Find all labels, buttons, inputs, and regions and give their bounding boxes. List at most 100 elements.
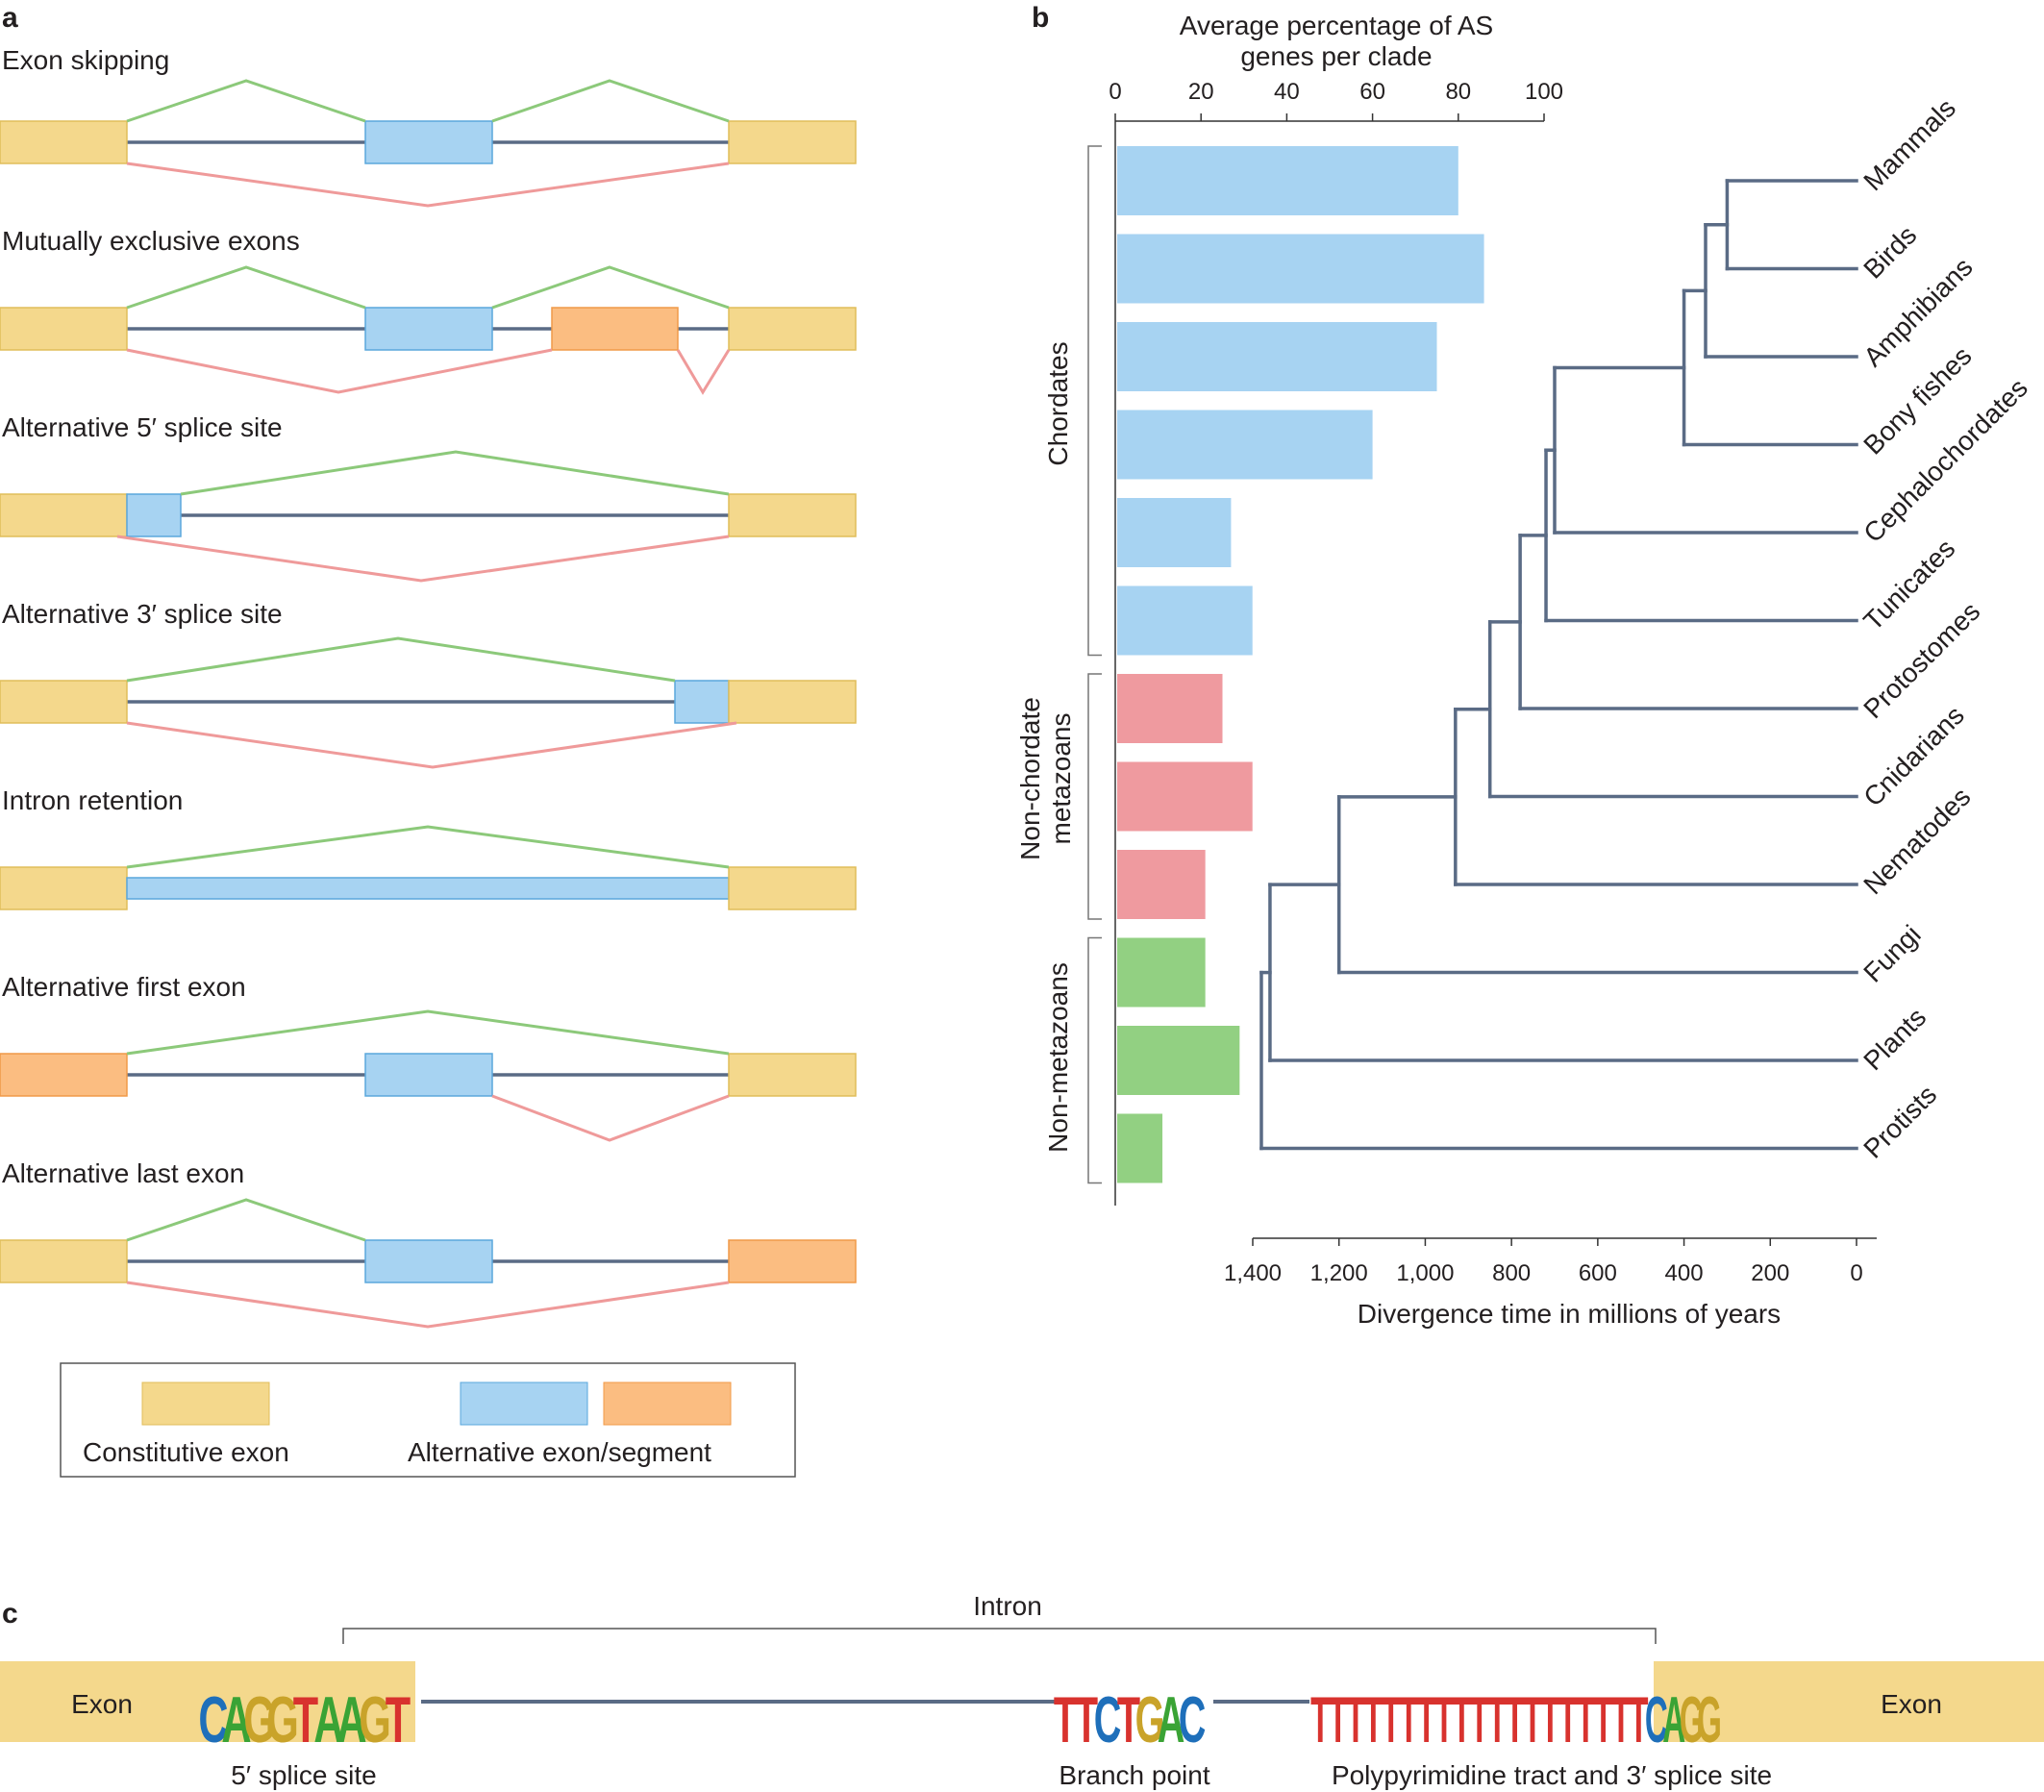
ppt-logo-letter: T: [1629, 1684, 1648, 1756]
top-axis-tick-label: 20: [1188, 79, 1214, 105]
top-axis-tick-label: 60: [1359, 79, 1385, 105]
legend-constitutive-swatch: [141, 1381, 270, 1426]
constitutive-exon: [728, 1053, 857, 1097]
panel-a: a Exon skipping Mutually exclusive exons…: [0, 2, 857, 1478]
branch-point-label: Branch point: [1059, 1760, 1209, 1790]
inclusion-junction: [126, 636, 676, 683]
bracket-nonchordate: [1087, 673, 1102, 920]
bracket-chordates: [1087, 145, 1102, 657]
alternative-exon: [364, 120, 493, 164]
group-label-nonchordate-1: Non-chordate: [1015, 697, 1045, 860]
branch-logo-letter: C: [1179, 1683, 1207, 1756]
branch-logo-letter: T: [1054, 1683, 1077, 1756]
constitutive-exon: [728, 493, 857, 537]
bottom-axis: 1,400 1,200 1,000 800 600 400 200 0: [1224, 1237, 1877, 1286]
group-label-chordates: Chordates: [1043, 341, 1073, 465]
exon-left: [0, 1661, 213, 1742]
ppt-logo-letter: T: [1452, 1684, 1471, 1756]
exclusive-junction: [126, 348, 553, 394]
panel-b-letter: b: [1032, 2, 1049, 34]
skipping-junction: [126, 162, 730, 208]
intron-bracket: [342, 1628, 1657, 1644]
five-prime-logo-letter: G: [266, 1684, 299, 1756]
event-label-alt-first: Alternative first exon: [2, 972, 246, 1002]
five-prime-logo-letter: G: [359, 1684, 391, 1756]
five-prime-label: 5′ splice site: [231, 1760, 377, 1790]
constitutive-exon: [0, 120, 128, 164]
top-axis-tick-label: 40: [1274, 79, 1300, 105]
ppt-logo-letter: T: [1505, 1684, 1524, 1756]
top-axis-tick-label: 0: [1109, 79, 1121, 105]
bottom-axis-tick-label: 800: [1492, 1260, 1531, 1286]
legend-alternative-swatch: [460, 1381, 588, 1426]
branch-logo-letter: C: [1094, 1683, 1122, 1756]
bottom-axis-tick-label: 1,200: [1310, 1260, 1368, 1286]
ppt-logo-letter: T: [1416, 1684, 1435, 1756]
clade-label-birds: Birds: [1857, 220, 1922, 285]
ppt-logo-letter: T: [1363, 1684, 1383, 1756]
panel-c-letter: c: [2, 1598, 18, 1630]
ppt-logo-letter: T: [1487, 1684, 1507, 1756]
bottom-axis-title: Divergence time in millions of years: [1358, 1299, 1781, 1329]
bar-nematodes: [1117, 850, 1206, 919]
alternative-segment: [126, 493, 182, 537]
event-label-alt-last: Alternative last exon: [2, 1158, 244, 1188]
bar-birds: [1117, 234, 1484, 304]
ppt-logo-letter: T: [1576, 1684, 1595, 1756]
ppt-logo-letter: T: [1540, 1684, 1559, 1756]
constitutive-exon: [0, 680, 128, 724]
five-prime-logo-letter: G: [243, 1684, 276, 1756]
bars: [1117, 146, 1484, 1183]
top-axis-tick-label: 80: [1445, 79, 1471, 105]
legend-alternative-label: Alternative exon/segment: [408, 1437, 711, 1467]
ppt-logo-letter: T: [1328, 1684, 1347, 1756]
bar-fungi: [1117, 937, 1206, 1008]
legend-alternative-orange-swatch: [603, 1381, 732, 1426]
constitutive-exon: [728, 120, 857, 164]
alternative-last-exon-2: [728, 1239, 857, 1283]
bar-cephalochordates: [1117, 498, 1232, 567]
alternative-junction: [491, 1094, 730, 1142]
bar-bony-fishes: [1117, 410, 1373, 480]
alternative-last-exon: [364, 1239, 493, 1283]
clade-label-cephalochordates: Cephalochordates: [1857, 373, 2033, 549]
bottom-axis-tick-label: 200: [1751, 1260, 1789, 1286]
inclusion-junction: [126, 1198, 366, 1242]
panel-b: b Average percentage of AS genes per cla…: [1015, 2, 2033, 1329]
bottom-axis-tick-label: 1,400: [1224, 1260, 1282, 1286]
five-prime-logo-letter: T: [293, 1684, 318, 1756]
ppt-logo-letter: C: [1645, 1684, 1668, 1756]
ppt-logo-letter: T: [1310, 1684, 1330, 1756]
inclusion-junction: [126, 265, 366, 310]
clade-label-protists: Protists: [1857, 1080, 1942, 1164]
bar-protostomes: [1117, 674, 1223, 743]
five-prime-logo-letter: A: [313, 1684, 343, 1756]
exon-left-motif-bg: [213, 1661, 415, 1742]
event-label-mutually-exclusive: Mutually exclusive exons: [2, 226, 300, 256]
bar-amphibians: [1117, 322, 1437, 391]
alternative-segment: [674, 680, 730, 724]
five-prime-logo-letter: C: [198, 1684, 228, 1756]
exon-right-motif-bg: [1654, 1661, 1782, 1742]
ppt-logo-letter: G: [1680, 1684, 1705, 1756]
top-axis: 0 20 40 60 80 100: [1109, 79, 1563, 1206]
inclusion-junction: [126, 1009, 730, 1056]
exon-right-label: Exon: [1881, 1689, 1942, 1719]
bar-plants: [1117, 1026, 1240, 1095]
exon-left-label: Exon: [71, 1689, 133, 1719]
ppt-logo-letter: A: [1662, 1684, 1685, 1756]
bottom-axis-tick-label: 400: [1665, 1260, 1704, 1286]
intron-label: Intron: [973, 1591, 1042, 1621]
five-prime-logo-letter: A: [221, 1684, 251, 1756]
phylogenetic-tree: [1259, 179, 1858, 1151]
branch-logo-letter: A: [1158, 1683, 1185, 1756]
alternative-junction: [126, 1281, 730, 1329]
inclusion-junction: [491, 79, 730, 123]
ppt-logo-letter: T: [1382, 1684, 1401, 1756]
constitutive-exon: [0, 493, 128, 537]
bar-mammals: [1117, 146, 1458, 215]
exclusive-junction: [676, 349, 731, 395]
event-label-alt3: Alternative 3′ splice site: [2, 599, 283, 629]
